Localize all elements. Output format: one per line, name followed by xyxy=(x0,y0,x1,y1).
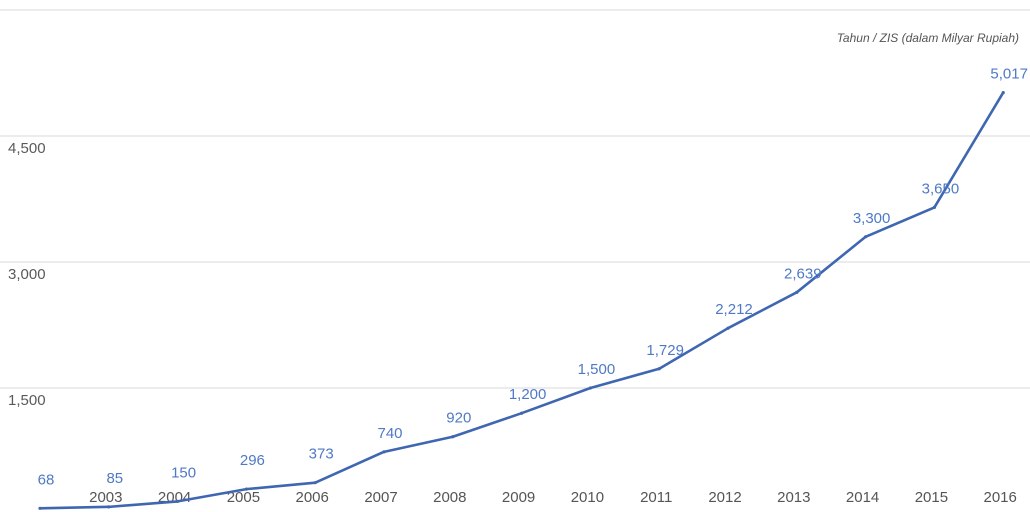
data-point xyxy=(932,205,937,209)
x-axis-tick-label: 2003 xyxy=(89,489,122,506)
x-axis-tick-label: 2014 xyxy=(846,489,879,506)
data-point xyxy=(451,435,455,439)
data-point xyxy=(38,506,42,510)
x-axis-tick-label: 2010 xyxy=(571,489,604,506)
data-label: 3,650 xyxy=(922,180,960,197)
data-label: 3,300 xyxy=(853,210,891,227)
x-axis-tick-label: 2008 xyxy=(433,489,466,506)
x-axis-tick-label: 2011 xyxy=(640,489,672,506)
data-label: 2,639 xyxy=(784,265,822,282)
y-axis-tick-label: 1,500 xyxy=(8,392,46,409)
data-label: 740 xyxy=(377,425,402,442)
data-point xyxy=(107,505,111,509)
x-axis-tick-label: 2013 xyxy=(777,489,810,506)
x-axis-tick-label: 2005 xyxy=(227,489,260,506)
data-point xyxy=(795,290,799,294)
x-axis-tick-label: 2006 xyxy=(296,489,329,506)
data-label: 1,729 xyxy=(646,342,684,359)
data-point xyxy=(588,386,593,390)
data-label: 2,212 xyxy=(715,301,753,318)
data-point xyxy=(382,450,386,454)
legend-label: Tahun / ZIS (dalam Milyar Rupiah) xyxy=(837,31,1019,45)
data-label: 296 xyxy=(240,452,265,469)
x-axis-tick-label: 2016 xyxy=(984,489,1017,506)
data-point xyxy=(657,367,661,371)
y-axis-tick-label: 4,500 xyxy=(8,140,46,157)
y-axis-tick-label: 3,000 xyxy=(8,266,46,283)
x-axis-tick-label: 2012 xyxy=(708,489,741,506)
data-point xyxy=(313,481,317,485)
x-axis-tick-label: 2009 xyxy=(502,489,535,506)
data-point xyxy=(864,235,868,239)
data-label: 68 xyxy=(38,471,55,488)
x-axis-tick-label: 2015 xyxy=(915,489,948,506)
data-point xyxy=(176,499,180,503)
data-point xyxy=(726,326,730,330)
x-axis-tick-label: 2007 xyxy=(364,489,397,506)
data-label: 150 xyxy=(171,464,196,481)
data-label: 5,017 xyxy=(990,66,1028,83)
data-point xyxy=(1001,90,1005,95)
data-label: 85 xyxy=(106,470,123,487)
data-label: 1,200 xyxy=(509,386,547,403)
data-label: 920 xyxy=(446,410,471,427)
data-label: 1,500 xyxy=(578,361,616,378)
data-point xyxy=(520,411,524,415)
data-label: 373 xyxy=(309,446,334,463)
series-line xyxy=(38,91,1005,510)
data-point xyxy=(244,487,248,491)
